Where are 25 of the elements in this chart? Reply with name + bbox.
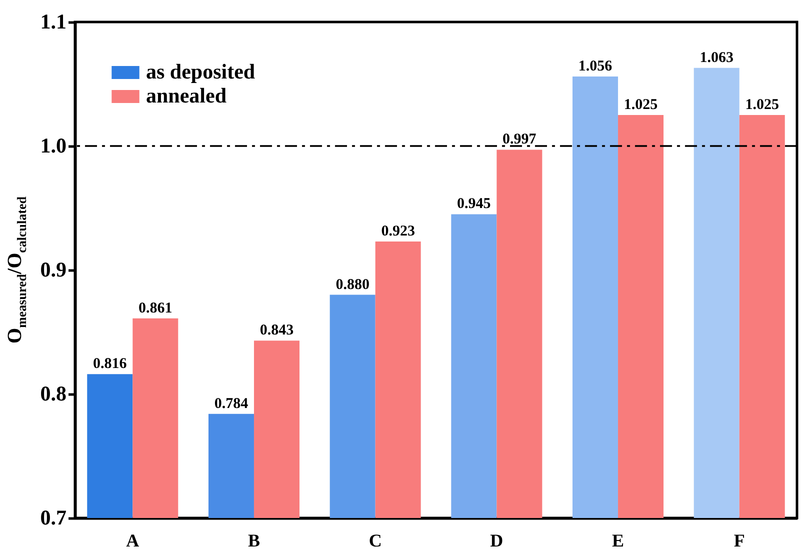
y-tick-label: 0.9 (40, 258, 66, 282)
y-tick-label: 0.8 (40, 382, 66, 406)
x-tick-label: D (490, 530, 504, 550)
data-label: 0.945 (457, 196, 491, 212)
x-tick-label: C (368, 530, 382, 550)
y-tick-label: 0.7 (40, 506, 66, 530)
legend-label: annealed (146, 84, 227, 108)
data-label: 1.056 (578, 58, 613, 75)
data-label: 1.025 (624, 97, 658, 113)
data-label: 0.880 (336, 276, 370, 293)
data-label: 1.063 (700, 50, 734, 66)
x-tick-label: A (126, 530, 140, 550)
data-label: 1.025 (745, 97, 779, 113)
x-tick-label: E (612, 530, 624, 550)
x-tick-label: B (248, 530, 260, 550)
data-label: 0.784 (214, 396, 249, 412)
data-label: 0.997 (502, 132, 537, 148)
data-label: 0.843 (260, 322, 294, 339)
data-label: 0.923 (381, 223, 415, 240)
legend-label: as deposited (146, 60, 256, 84)
y-tick-label: 1.1 (40, 10, 66, 34)
x-tick-label: F (734, 530, 745, 550)
y-tick-label: 1.0 (40, 134, 66, 158)
data-label: 0.816 (93, 356, 128, 372)
data-label: 0.861 (138, 300, 172, 316)
